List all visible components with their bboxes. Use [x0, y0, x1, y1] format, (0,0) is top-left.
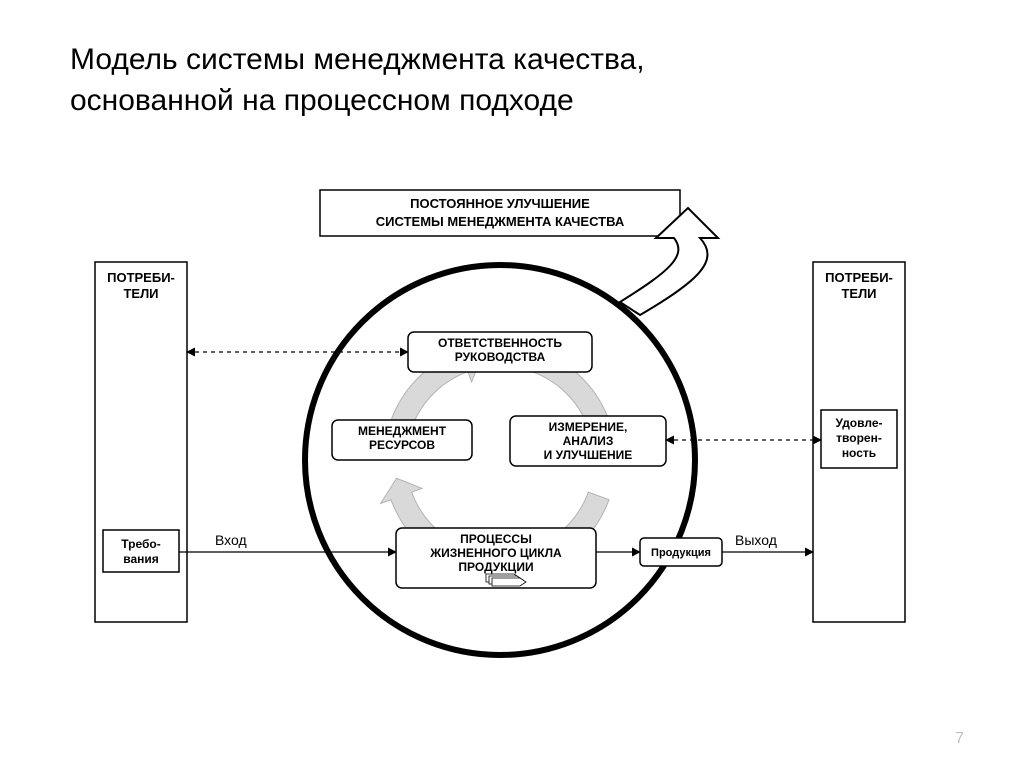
svg-text:ПРОЦЕССЫ: ПРОЦЕССЫ: [460, 532, 532, 546]
svg-text:Требо-: Требо-: [121, 537, 160, 551]
qms-diagram: ОТВЕТСТВЕННОСТЬРУКОВОДСТВА МЕНЕДЖМЕНТРЕСУ…: [0, 0, 1024, 768]
svg-text:Вход: Вход: [215, 532, 247, 548]
svg-text:ТЕЛИ: ТЕЛИ: [841, 286, 876, 301]
svg-text:РЕСУРСОВ: РЕСУРСОВ: [369, 438, 435, 452]
svg-text:Удовле-: Удовле-: [835, 416, 882, 430]
svg-text:Продукция: Продукция: [651, 547, 711, 559]
svg-text:ПОСТОЯННОЕ УЛУЧШЕНИЕ: ПОСТОЯННОЕ УЛУЧШЕНИЕ: [410, 196, 590, 211]
svg-text:творен-: творен-: [836, 431, 882, 445]
svg-text:ОТВЕТСТВЕННОСТЬ: ОТВЕТСТВЕННОСТЬ: [438, 336, 562, 350]
svg-text:И УЛУЧШЕНИЕ: И УЛУЧШЕНИЕ: [544, 448, 633, 462]
svg-text:ПРОДУКЦИИ: ПРОДУКЦИИ: [458, 560, 533, 574]
svg-text:ПОТРЕБИ-: ПОТРЕБИ-: [825, 270, 893, 285]
svg-text:ТЕЛИ: ТЕЛИ: [123, 286, 158, 301]
svg-text:ЖИЗНЕННОГО ЦИКЛА: ЖИЗНЕННОГО ЦИКЛА: [429, 546, 562, 560]
svg-text:РУКОВОДСТВА: РУКОВОДСТВА: [455, 350, 546, 364]
svg-text:СИСТЕМЫ МЕНЕДЖМЕНТА КАЧЕСТВА: СИСТЕМЫ МЕНЕДЖМЕНТА КАЧЕСТВА: [376, 214, 625, 229]
svg-text:ность: ность: [842, 446, 876, 460]
svg-text:МЕНЕДЖМЕНТ: МЕНЕДЖМЕНТ: [358, 424, 447, 438]
svg-text:АНАЛИЗ: АНАЛИЗ: [563, 434, 614, 448]
svg-text:ИЗМЕРЕНИЕ,: ИЗМЕРЕНИЕ,: [549, 420, 628, 434]
svg-text:ПОТРЕБИ-: ПОТРЕБИ-: [107, 270, 175, 285]
svg-text:Выход: Выход: [735, 532, 777, 548]
svg-text:вания: вания: [123, 552, 159, 566]
